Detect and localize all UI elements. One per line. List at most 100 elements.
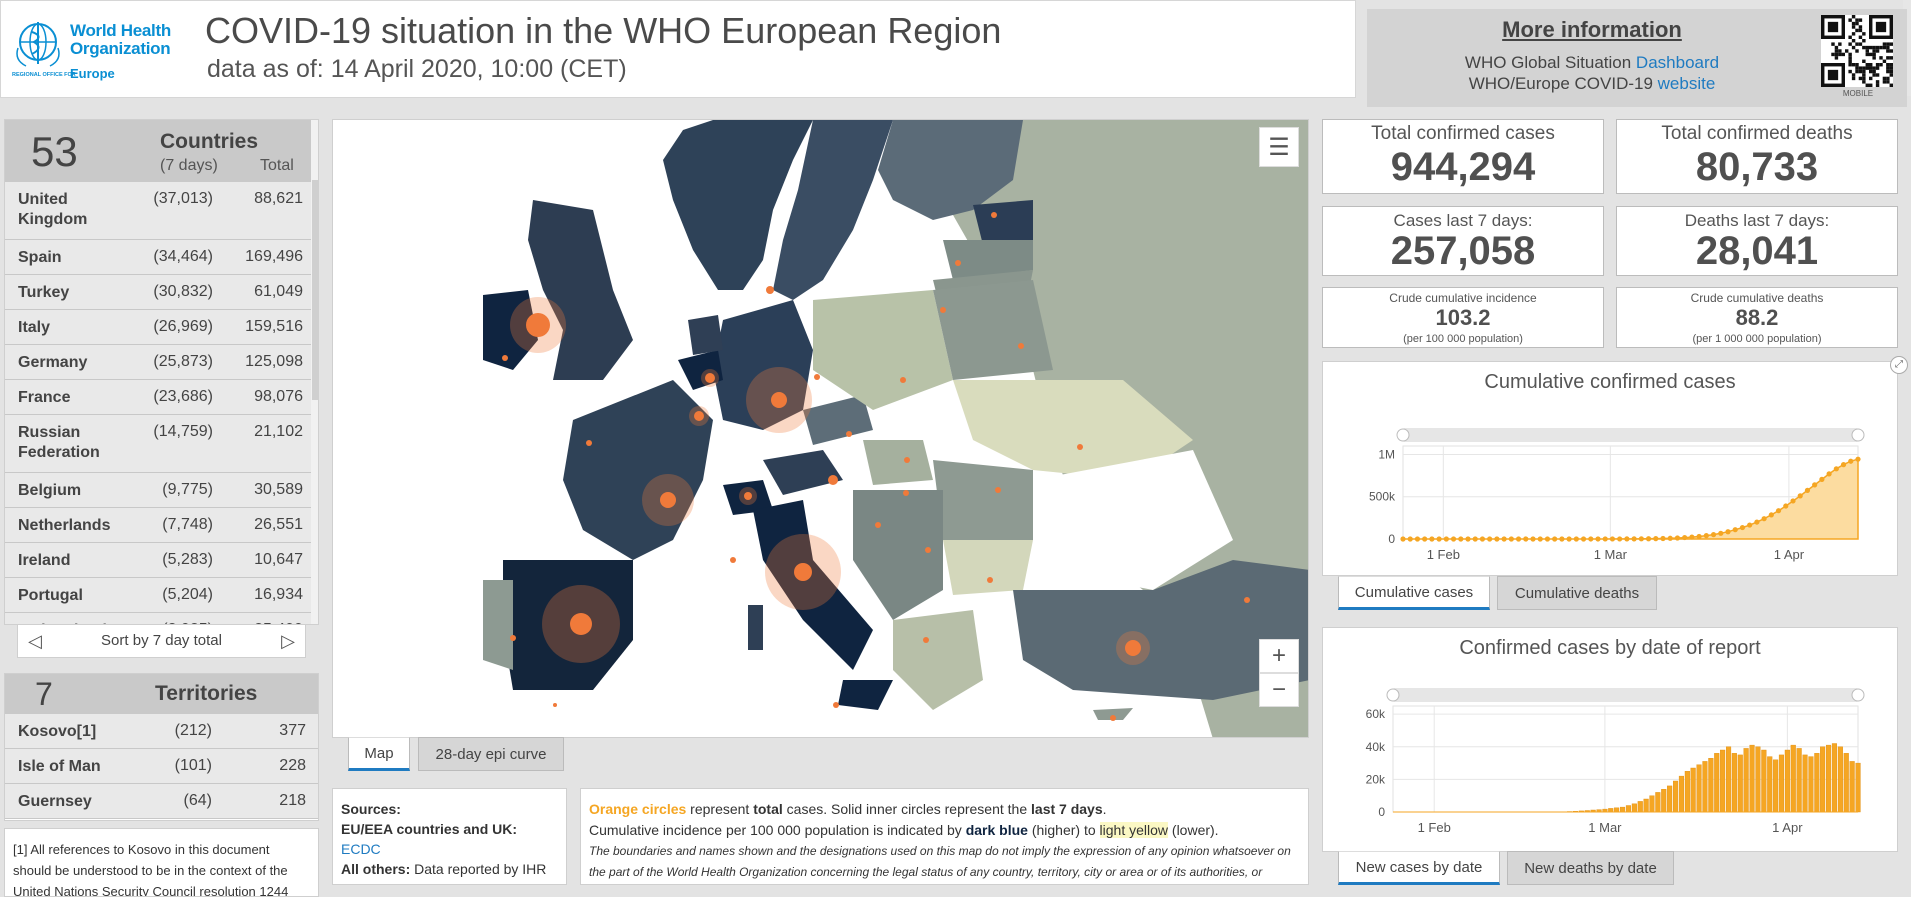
map-region-netherlands[interactable]: [688, 315, 723, 355]
data-point[interactable]: [1631, 536, 1637, 542]
map-region-spain[interactable]: [503, 560, 633, 690]
data-bar[interactable]: [1808, 756, 1814, 813]
map-region-romania[interactable]: [933, 460, 1033, 540]
data-point[interactable]: [1573, 536, 1579, 542]
map-region-latvia[interactable]: [943, 240, 1033, 280]
country-row[interactable]: Portugal (5,204) 16,934: [5, 578, 311, 613]
data-point[interactable]: [1840, 462, 1847, 468]
map-region-cyprus[interactable]: [1093, 708, 1133, 720]
data-bar[interactable]: [1737, 754, 1743, 813]
range-handle-left[interactable]: [1396, 428, 1410, 442]
country-row[interactable]: United Kingdom (37,013) 88,621: [5, 182, 311, 240]
data-point[interactable]: [1855, 456, 1861, 462]
data-point[interactable]: [1458, 536, 1464, 542]
data-bar[interactable]: [1784, 749, 1790, 813]
country-row[interactable]: Russian Federation (14,759) 21,102: [5, 415, 311, 473]
country-row[interactable]: Spain (34,464) 169,496: [5, 240, 311, 275]
data-point[interactable]: [1559, 536, 1565, 542]
data-point[interactable]: [1443, 536, 1449, 542]
data-point[interactable]: [1523, 536, 1529, 542]
data-bar[interactable]: [1643, 798, 1649, 813]
data-point[interactable]: [1775, 508, 1782, 514]
data-bar[interactable]: [1726, 746, 1732, 813]
data-bar[interactable]: [1802, 754, 1808, 813]
range-slider[interactable]: [1393, 688, 1858, 702]
data-point[interactable]: [1761, 516, 1767, 522]
data-point[interactable]: [1472, 536, 1478, 542]
countries-scrollbar[interactable]: [311, 120, 318, 624]
data-bar[interactable]: [1743, 748, 1749, 813]
data-point[interactable]: [1407, 536, 1413, 542]
tab-map[interactable]: Map: [348, 737, 410, 771]
tab-epi-curve[interactable]: 28-day epi curve: [418, 737, 564, 771]
data-point[interactable]: [1653, 536, 1659, 542]
data-bar[interactable]: [1837, 746, 1843, 813]
country-row[interactable]: Germany (25,873) 125,098: [5, 345, 311, 380]
data-point[interactable]: [1530, 536, 1536, 542]
data-bar[interactable]: [1755, 746, 1761, 813]
country-row[interactable]: Turkey (30,832) 61,049: [5, 275, 311, 310]
data-point[interactable]: [1696, 533, 1702, 540]
data-bar[interactable]: [1661, 788, 1667, 813]
data-bar[interactable]: [1655, 792, 1661, 813]
data-bar[interactable]: [1843, 753, 1849, 813]
data-point[interactable]: [1422, 536, 1428, 542]
data-bar[interactable]: [1667, 785, 1673, 813]
data-bar[interactable]: [1814, 753, 1820, 813]
data-bar[interactable]: [1720, 749, 1726, 813]
country-row[interactable]: Netherlands (7,748) 26,551: [5, 508, 311, 543]
data-point[interactable]: [1848, 458, 1854, 464]
data-point[interactable]: [1660, 535, 1666, 542]
data-point[interactable]: [1436, 536, 1442, 542]
range-handle-right[interactable]: [1851, 688, 1865, 702]
data-point[interactable]: [1537, 536, 1543, 542]
map-region-balkans[interactable]: [853, 490, 943, 620]
data-point[interactable]: [1479, 536, 1486, 542]
data-point[interactable]: [1595, 536, 1601, 542]
country-row[interactable]: Switzerland (2,925) 25,499: [5, 613, 311, 624]
legend-list-icon[interactable]: ☰: [1259, 127, 1299, 167]
map-region-ukraine[interactable]: [953, 380, 1193, 480]
range-slider[interactable]: [1403, 428, 1858, 442]
data-point[interactable]: [1638, 536, 1644, 542]
data-point[interactable]: [1465, 536, 1471, 542]
map-region-portugal[interactable]: [483, 580, 513, 670]
data-point[interactable]: [1826, 471, 1832, 477]
data-point[interactable]: [1580, 536, 1587, 542]
data-bar[interactable]: [1767, 756, 1773, 813]
data-bar[interactable]: [1708, 757, 1714, 813]
data-point[interactable]: [1819, 476, 1825, 482]
data-point[interactable]: [1645, 536, 1652, 542]
map-region-hungary[interactable]: [863, 440, 933, 485]
data-bar[interactable]: [1696, 764, 1702, 813]
data-bar[interactable]: [1649, 795, 1655, 813]
data-bar[interactable]: [1608, 808, 1614, 813]
map-region-bulgaria[interactable]: [943, 540, 1033, 595]
country-row[interactable]: France (23,686) 98,076: [5, 380, 311, 415]
data-point[interactable]: [1833, 466, 1839, 472]
territory-row[interactable]: Kosovo[1] (212) 377: [5, 714, 318, 749]
daily-chart[interactable]: 0 20k 40k 60k 1 Feb 1 Mar 1 Apr: [1323, 628, 1899, 853]
cumulative-chart[interactable]: 0 500k 1M 1 Feb 1 Mar 1 Apr: [1323, 362, 1899, 577]
data-bar[interactable]: [1849, 761, 1855, 813]
country-row[interactable]: Belgium (9,775) 30,589: [5, 473, 311, 508]
map-region-uk[interactable]: [528, 200, 633, 380]
next-sort-icon[interactable]: ▷: [281, 631, 295, 651]
map-region-estonia[interactable]: [973, 200, 1033, 245]
data-bar[interactable]: [1761, 749, 1767, 813]
data-point[interactable]: [1703, 533, 1709, 539]
data-point[interactable]: [1515, 536, 1522, 542]
data-point[interactable]: [1739, 524, 1746, 531]
data-bar[interactable]: [1796, 748, 1802, 813]
website-link[interactable]: website: [1657, 74, 1716, 93]
data-point[interactable]: [1609, 536, 1616, 542]
range-handle-right[interactable]: [1851, 428, 1865, 442]
data-point[interactable]: [1487, 536, 1493, 542]
data-point[interactable]: [1754, 519, 1760, 525]
data-bar[interactable]: [1631, 803, 1637, 813]
data-bar[interactable]: [1714, 753, 1720, 813]
data-point[interactable]: [1602, 536, 1608, 542]
data-point[interactable]: [1501, 536, 1507, 542]
expand-icon[interactable]: ⤢: [1890, 356, 1908, 374]
map-region-czechia[interactable]: [803, 395, 873, 445]
